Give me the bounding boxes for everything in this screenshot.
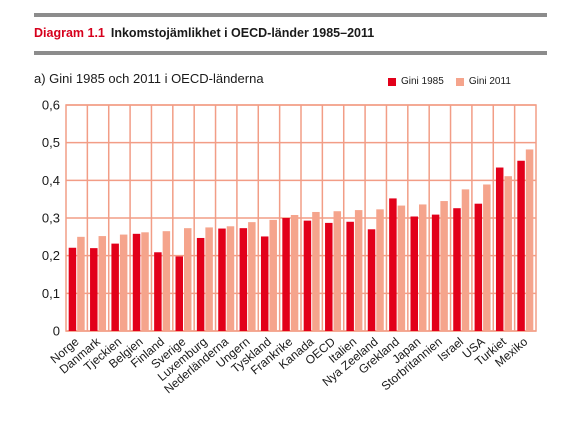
legend-item-1985: Gini 1985	[388, 76, 444, 87]
bar-gini-2011	[98, 236, 107, 331]
bar-gini-2011	[248, 222, 256, 331]
bar-gini-2011	[162, 231, 171, 331]
bar-gini-1985	[175, 256, 183, 331]
bar-gini-2011	[226, 226, 235, 331]
bar-gini-2011	[419, 204, 427, 331]
bar-gini-2011	[77, 236, 85, 331]
y-tick-label: 0,5	[42, 135, 60, 150]
bar-gini-2011	[376, 209, 384, 331]
bar-gini-1985	[196, 237, 205, 331]
legend-item-2011: Gini 2011	[455, 76, 511, 87]
bar-gini-1985	[367, 229, 376, 331]
bar-gini-1985	[282, 218, 290, 331]
bar-gini-1985	[495, 167, 504, 331]
bar-gini-1985	[239, 228, 248, 331]
legend-swatch-2011	[455, 77, 464, 86]
bar-gini-2011	[141, 232, 149, 331]
bar-gini-2011	[354, 210, 363, 331]
figure-label: Diagram 1.1	[34, 26, 105, 40]
bar-gini-1985	[90, 248, 98, 331]
bar-gini-2011	[461, 189, 470, 331]
bar-gini-2011	[504, 176, 512, 331]
bar-gini-2011	[184, 228, 192, 331]
bar-gini-1985	[325, 222, 333, 331]
bar-gini-2011	[205, 227, 213, 331]
figure-title: Inkomstojämlikhet i OECD-länder 1985–201…	[110, 26, 375, 40]
y-tick-label: 0,6	[42, 98, 60, 113]
y-tick-label: 0,1	[42, 286, 60, 301]
bottom-rule	[34, 51, 547, 55]
bar-gini-2011	[440, 201, 448, 331]
bar-gini-1985	[218, 228, 226, 331]
y-tick-label: 0,2	[42, 248, 60, 263]
bar-gini-2011	[525, 149, 534, 331]
bar-gini-1985	[154, 252, 162, 331]
y-tick-label: 0,3	[42, 211, 60, 226]
bar-gini-1985	[260, 236, 269, 331]
bar-gini-1985	[303, 220, 312, 331]
bar-gini-1985	[68, 247, 77, 331]
chart-legend: Gini 1985 Gini 2011	[388, 76, 523, 87]
bar-gini-1985	[111, 243, 119, 331]
legend-label-2011: Gini 2011	[468, 76, 511, 87]
bar-gini-1985	[346, 221, 354, 331]
bar-gini-1985	[453, 208, 461, 331]
chart-title: a) Gini 1985 och 2011 i OECD-länderna	[34, 71, 264, 86]
bar-gini-1985	[389, 198, 397, 331]
bar-gini-1985	[132, 233, 141, 331]
bar-gini-2011	[483, 184, 491, 331]
y-tick-label: 0	[53, 324, 60, 339]
bar-gini-2011	[333, 211, 342, 331]
y-tick-label: 0,4	[42, 173, 60, 188]
bar-gini-1985	[431, 214, 440, 331]
bar-gini-1985	[517, 160, 525, 331]
bar-gini-2011	[119, 234, 128, 331]
bar-gini-1985	[474, 203, 483, 331]
bar-gini-2011	[269, 219, 277, 331]
bar-gini-2011	[290, 214, 299, 331]
legend-swatch-1985	[388, 77, 396, 86]
bar-gini-2011	[397, 205, 406, 331]
bar-gini-1985	[410, 216, 418, 331]
top-rule	[34, 13, 547, 17]
figure-heading: Diagram 1.1 Inkomstojämlikhet i OECD-länd…	[34, 26, 374, 40]
bar-gini-2011	[312, 211, 320, 331]
legend-label-1985: Gini 1985	[401, 76, 444, 87]
